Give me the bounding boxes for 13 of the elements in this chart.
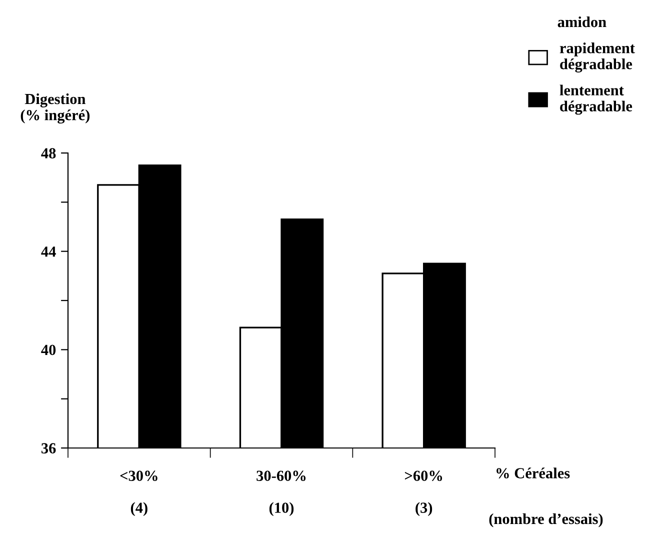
legend-title: amidon xyxy=(558,16,606,28)
x-axis-title: % Céréales xyxy=(496,468,570,478)
text: (nombre d’essais) xyxy=(489,513,603,528)
y-tick-label: 40 xyxy=(41,344,56,356)
category-label: <30% (4) xyxy=(120,470,158,516)
y-tick-label: 44 xyxy=(41,246,56,257)
y-tick-label: 48 xyxy=(41,148,56,158)
y-tick-label: 36 xyxy=(41,443,56,454)
y-axis-title: Digestion (% ingéré) xyxy=(20,93,90,124)
category-label: >60% (3) xyxy=(404,470,442,516)
legend-label: lentement dégradable xyxy=(560,84,632,115)
legend-label: rapidement dégradable xyxy=(560,42,635,72)
category-label: 30-60% (10) xyxy=(256,470,306,516)
